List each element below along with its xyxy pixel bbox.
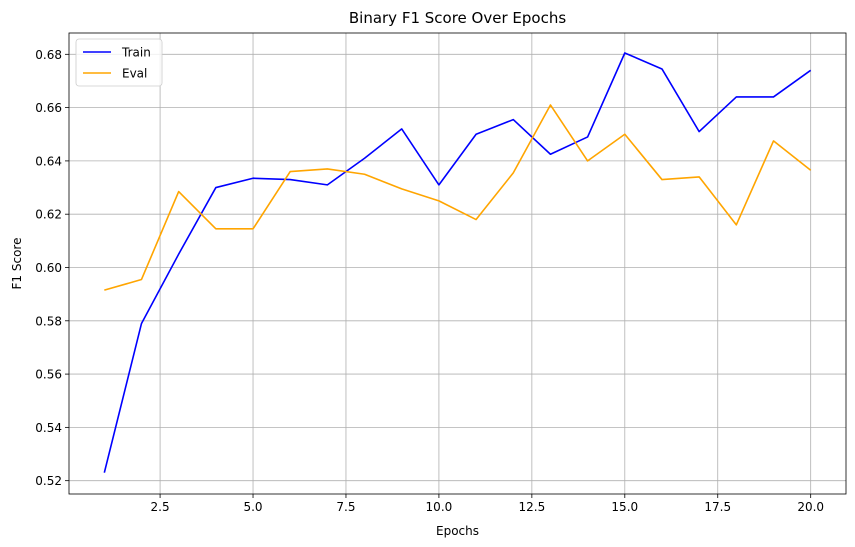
data-point-train-13 [549,153,551,155]
data-point-eval-18 [735,224,737,226]
data-point-train-2 [140,322,142,324]
y-tick-label-8: 0.68 [35,48,62,62]
legend-label-eval: Eval [122,67,147,81]
data-point-eval-17 [698,176,700,178]
x-tick-label-6: 17.5 [704,500,731,514]
data-point-train-17 [698,130,700,132]
y-axis-label: F1 Score [10,238,24,290]
data-point-train-8 [363,157,365,159]
series-line-train [103,52,812,473]
data-point-eval-8 [363,173,365,175]
y-tick-label-5: 0.62 [35,208,62,222]
x-tick-label-3: 10.0 [426,500,453,514]
data-point-eval-15 [624,133,626,135]
data-point-eval-13 [549,104,551,106]
x-tick-label-4: 12.5 [518,500,545,514]
y-tick-label-4: 0.60 [35,261,62,275]
chart-title: Binary F1 Score Over Epochs [349,9,566,27]
y-tick-label-3: 0.58 [35,314,62,328]
data-point-eval-5 [252,228,254,230]
y-tick-label-1: 0.54 [35,421,62,435]
series-line-eval [104,104,812,291]
data-point-train-11 [475,133,477,135]
legend: Train Eval [75,38,163,87]
data-point-train-5 [252,177,254,179]
data-point-train-16 [661,68,663,70]
data-point-train-19 [772,96,774,98]
data-point-train-10 [438,184,440,186]
data-point-train-20 [809,69,811,71]
x-tick-label-2: 7.5 [336,500,355,514]
y-axis-ticks: 0.52 0.54 0.56 0.58 0.60 0.62 0.64 0.66 0.68 [35,48,69,488]
data-point-train-6 [289,178,291,180]
data-point-eval-19 [772,140,774,142]
data-point-eval-11 [475,218,477,220]
data-point-eval-10 [438,200,440,202]
data-point-train-12 [512,118,514,120]
data-point-train-4 [215,186,217,188]
data-point-eval-6 [289,170,291,172]
x-tick-label-0: 2.5 [151,500,170,514]
x-tick-label-1: 5.0 [243,500,262,514]
data-point-eval-2 [140,278,142,280]
data-point-train-14 [586,136,588,138]
x-axis-label: Epochs [436,524,479,538]
data-point-eval-7 [326,168,328,170]
x-axis-ticks: 2.5 5.0 7.5 10.0 12.5 15.0 17.5 20.0 [151,494,824,514]
y-tick-label-0: 0.52 [35,474,62,488]
y-tick-label-6: 0.64 [35,154,62,168]
data-point-train-15 [624,52,626,54]
data-point-train-3 [177,253,179,255]
legend-label-train: Train [121,46,151,60]
grid [69,33,846,494]
data-point-eval-14 [586,160,588,162]
x-tick-label-7: 20.0 [797,500,824,514]
data-point-train-7 [326,184,328,186]
data-point-eval-4 [215,228,217,230]
plot-frame [68,32,847,495]
plot-lines [103,52,812,473]
data-point-train-1 [103,471,105,473]
data-point-eval-12 [512,172,514,174]
x-tick-label-5: 15.0 [611,500,638,514]
y-tick-label-2: 0.56 [35,368,62,382]
data-point-eval-20 [809,169,811,171]
data-point-eval-1 [103,289,105,291]
legend-box [75,38,163,87]
data-point-train-9 [401,128,403,130]
data-point-eval-9 [401,188,403,190]
y-tick-label-7: 0.66 [35,101,62,115]
data-point-eval-16 [661,178,663,180]
data-point-train-18 [735,96,737,98]
data-point-eval-3 [177,190,179,192]
